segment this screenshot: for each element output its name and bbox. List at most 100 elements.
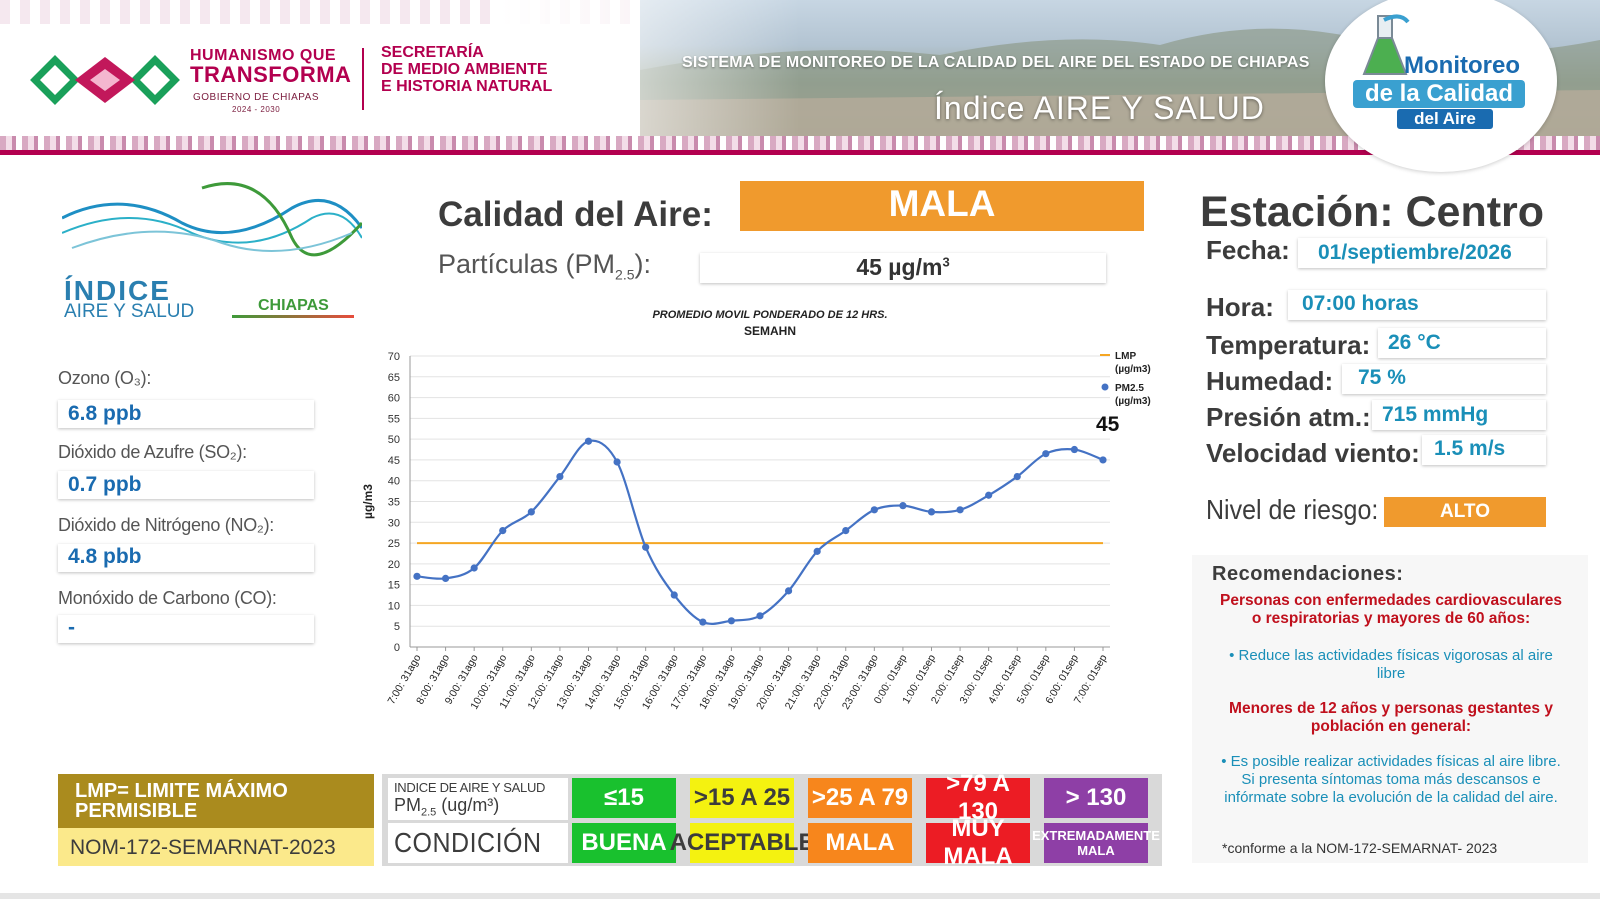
nom-footnote: *conforme a la NOM-172-SEMARNAT- 2023 — [1222, 840, 1498, 856]
gov-line1: HUMANISMO QUE — [190, 47, 337, 64]
temp-label: Temperatura: — [1206, 330, 1371, 360]
badge-line1: Monitoreo — [1404, 52, 1520, 79]
lmp-box — [58, 774, 374, 828]
riesgo-bar — [1384, 497, 1546, 527]
badge-line2: de la Calidad — [1353, 80, 1525, 108]
quality-status: MALA — [888, 183, 996, 224]
y-tick-10: 10 — [388, 600, 400, 612]
legend-condition-0: BUENA — [572, 823, 676, 863]
so2-label: Dióxido de Azufre (SO₂): — [58, 442, 247, 462]
legend-condition-1: ACEPTABLE — [670, 823, 814, 863]
fecha-box — [1298, 238, 1546, 268]
header-fade — [500, 0, 800, 150]
pm25-point-11 — [727, 617, 736, 625]
decorative-border — [0, 136, 1600, 150]
presion-value: 715 mmHg — [1382, 403, 1489, 426]
pm25-point-8 — [642, 543, 650, 551]
temp-box — [1378, 328, 1546, 358]
nom-text: NOM-172-SEMARNAT-2023 — [70, 836, 336, 859]
legend-condition-cell — [388, 823, 568, 863]
humedad-value: 75 % — [1358, 366, 1406, 389]
header-divider — [362, 48, 364, 110]
legend-pm-label: PM2.5 (ug/m³) — [394, 795, 500, 819]
ozono-box — [58, 400, 314, 428]
legend-range-4: > 130 — [1044, 778, 1148, 818]
chart-title: PROMEDIO MOVIL PONDERADO DE 12 HRS. — [652, 309, 887, 321]
pm25-point-9 — [670, 591, 678, 599]
co-box — [58, 615, 314, 643]
index-title: Índice AIRE Y SALUD — [934, 90, 1265, 126]
pm25-point-5 — [556, 472, 564, 481]
pm25-line-chart: PROMEDIO MOVIL PONDERADO DE 12 HRS. SEMAH… — [361, 309, 1151, 712]
rec-item1-line2: libre — [1376, 665, 1406, 682]
quality-status-bar — [740, 181, 1144, 231]
station-title: Estación: Centro — [1200, 188, 1545, 236]
rec-group1-line2: o respiratorias y mayores de 60 años: — [1251, 610, 1531, 627]
y-tick-30: 30 — [388, 517, 400, 529]
gov-line2: TRANSFORMA — [190, 62, 352, 87]
pm25-point-0 — [413, 572, 421, 580]
pm25-point-7 — [613, 458, 621, 466]
pm25-point-24 — [1099, 456, 1107, 464]
rec-group1-line1: Personas con enfermedades cardiovascular… — [1219, 592, 1563, 609]
rec-item2-line1: • Es posible realizar actividades física… — [1221, 753, 1561, 770]
y-tick-20: 20 — [388, 559, 400, 571]
secretaria-line1: SECRETARÍA — [381, 44, 484, 61]
flask-icon — [1362, 14, 1410, 75]
pm25-point-12 — [756, 612, 764, 620]
legend-label-1: PM2.5 (µg/m3) — [1115, 383, 1151, 407]
rec-group2-line2: población en general: — [1310, 718, 1472, 735]
pm25-point-21 — [1013, 472, 1021, 481]
system-title: SISTEMA DE MONITOREO DE LA CALIDAD DEL A… — [682, 54, 1310, 71]
legend-range-3: >79 A 130 — [926, 770, 1030, 825]
gov-years: 2024 - 2030 — [232, 105, 281, 114]
recommendations-panel — [1192, 555, 1588, 863]
nom-box — [58, 828, 374, 866]
legend-index-label: INDICE DE AIRE Y SALUD — [394, 780, 546, 795]
rec-item2-line2: Si presenta síntomas toma más descansos … — [1241, 771, 1541, 788]
lmp-text: LMP= LIMITE MÁXIMO PERMISIBLE — [75, 780, 288, 822]
co-label: Monóxido de Carbono (CO): — [58, 588, 277, 608]
y-tick-45: 45 — [388, 455, 400, 467]
pm25-point-23 — [1070, 445, 1079, 454]
riesgo-value: ALTO — [1440, 501, 1490, 522]
y-tick-60: 60 — [388, 393, 400, 405]
legend-condition-label: CONDICIÓN — [394, 828, 542, 859]
hora-value: 07:00 horas — [1302, 292, 1419, 315]
pm25-point-4 — [527, 508, 535, 516]
ozono-label: Ozono (O₃): — [58, 368, 152, 388]
decorative-line — [0, 150, 1600, 155]
brand-chiapas: CHIAPAS — [258, 297, 329, 314]
brand-aire-salud: AIRE Y SALUD — [64, 301, 195, 322]
y-tick-0: 0 — [394, 642, 400, 654]
pm25-point-22 — [1042, 450, 1050, 458]
legend-condition-3: MUY MALA — [926, 815, 1030, 870]
pm25-point-6 — [584, 437, 593, 445]
y-tick-70: 70 — [388, 351, 400, 363]
pm25-point-15 — [842, 527, 850, 535]
badge-line3: del Aire — [1397, 109, 1493, 129]
pm25-point-14 — [813, 547, 821, 555]
legend-header-cell — [388, 778, 568, 820]
pm25-point-17 — [899, 502, 907, 510]
pm25-point-16 — [870, 506, 878, 514]
bottom-border — [0, 893, 1600, 899]
temp-value: 26 °C — [1388, 331, 1441, 354]
presion-label: Presión atm.: — [1206, 402, 1371, 432]
rec-item1-line1: • Reduce las actividades físicas vigoros… — [1229, 647, 1553, 664]
legend-range-2: >25 A 79 — [808, 778, 912, 818]
pm25-point-13 — [784, 587, 793, 595]
y-tick-65: 65 — [388, 372, 400, 384]
viento-value: 1.5 m/s — [1434, 437, 1506, 460]
pm25-point-2 — [470, 564, 478, 572]
y-tick-5: 5 — [394, 621, 400, 633]
hora-box — [1288, 290, 1546, 320]
y-axis-label: µg/m3 — [361, 484, 375, 519]
viento-box — [1422, 435, 1546, 465]
gov-line3: GOBIERNO DE CHIAPAS — [193, 92, 320, 103]
so2-box — [58, 471, 314, 499]
header: HUMANISMO QUE TRANSFORMA GOBIERNO DE CHI… — [0, 0, 1600, 160]
y-tick-35: 35 — [388, 497, 400, 509]
riesgo-label: Nivel de riesgo: — [1206, 495, 1379, 526]
ozono-value: 6.8 ppb — [68, 402, 142, 425]
